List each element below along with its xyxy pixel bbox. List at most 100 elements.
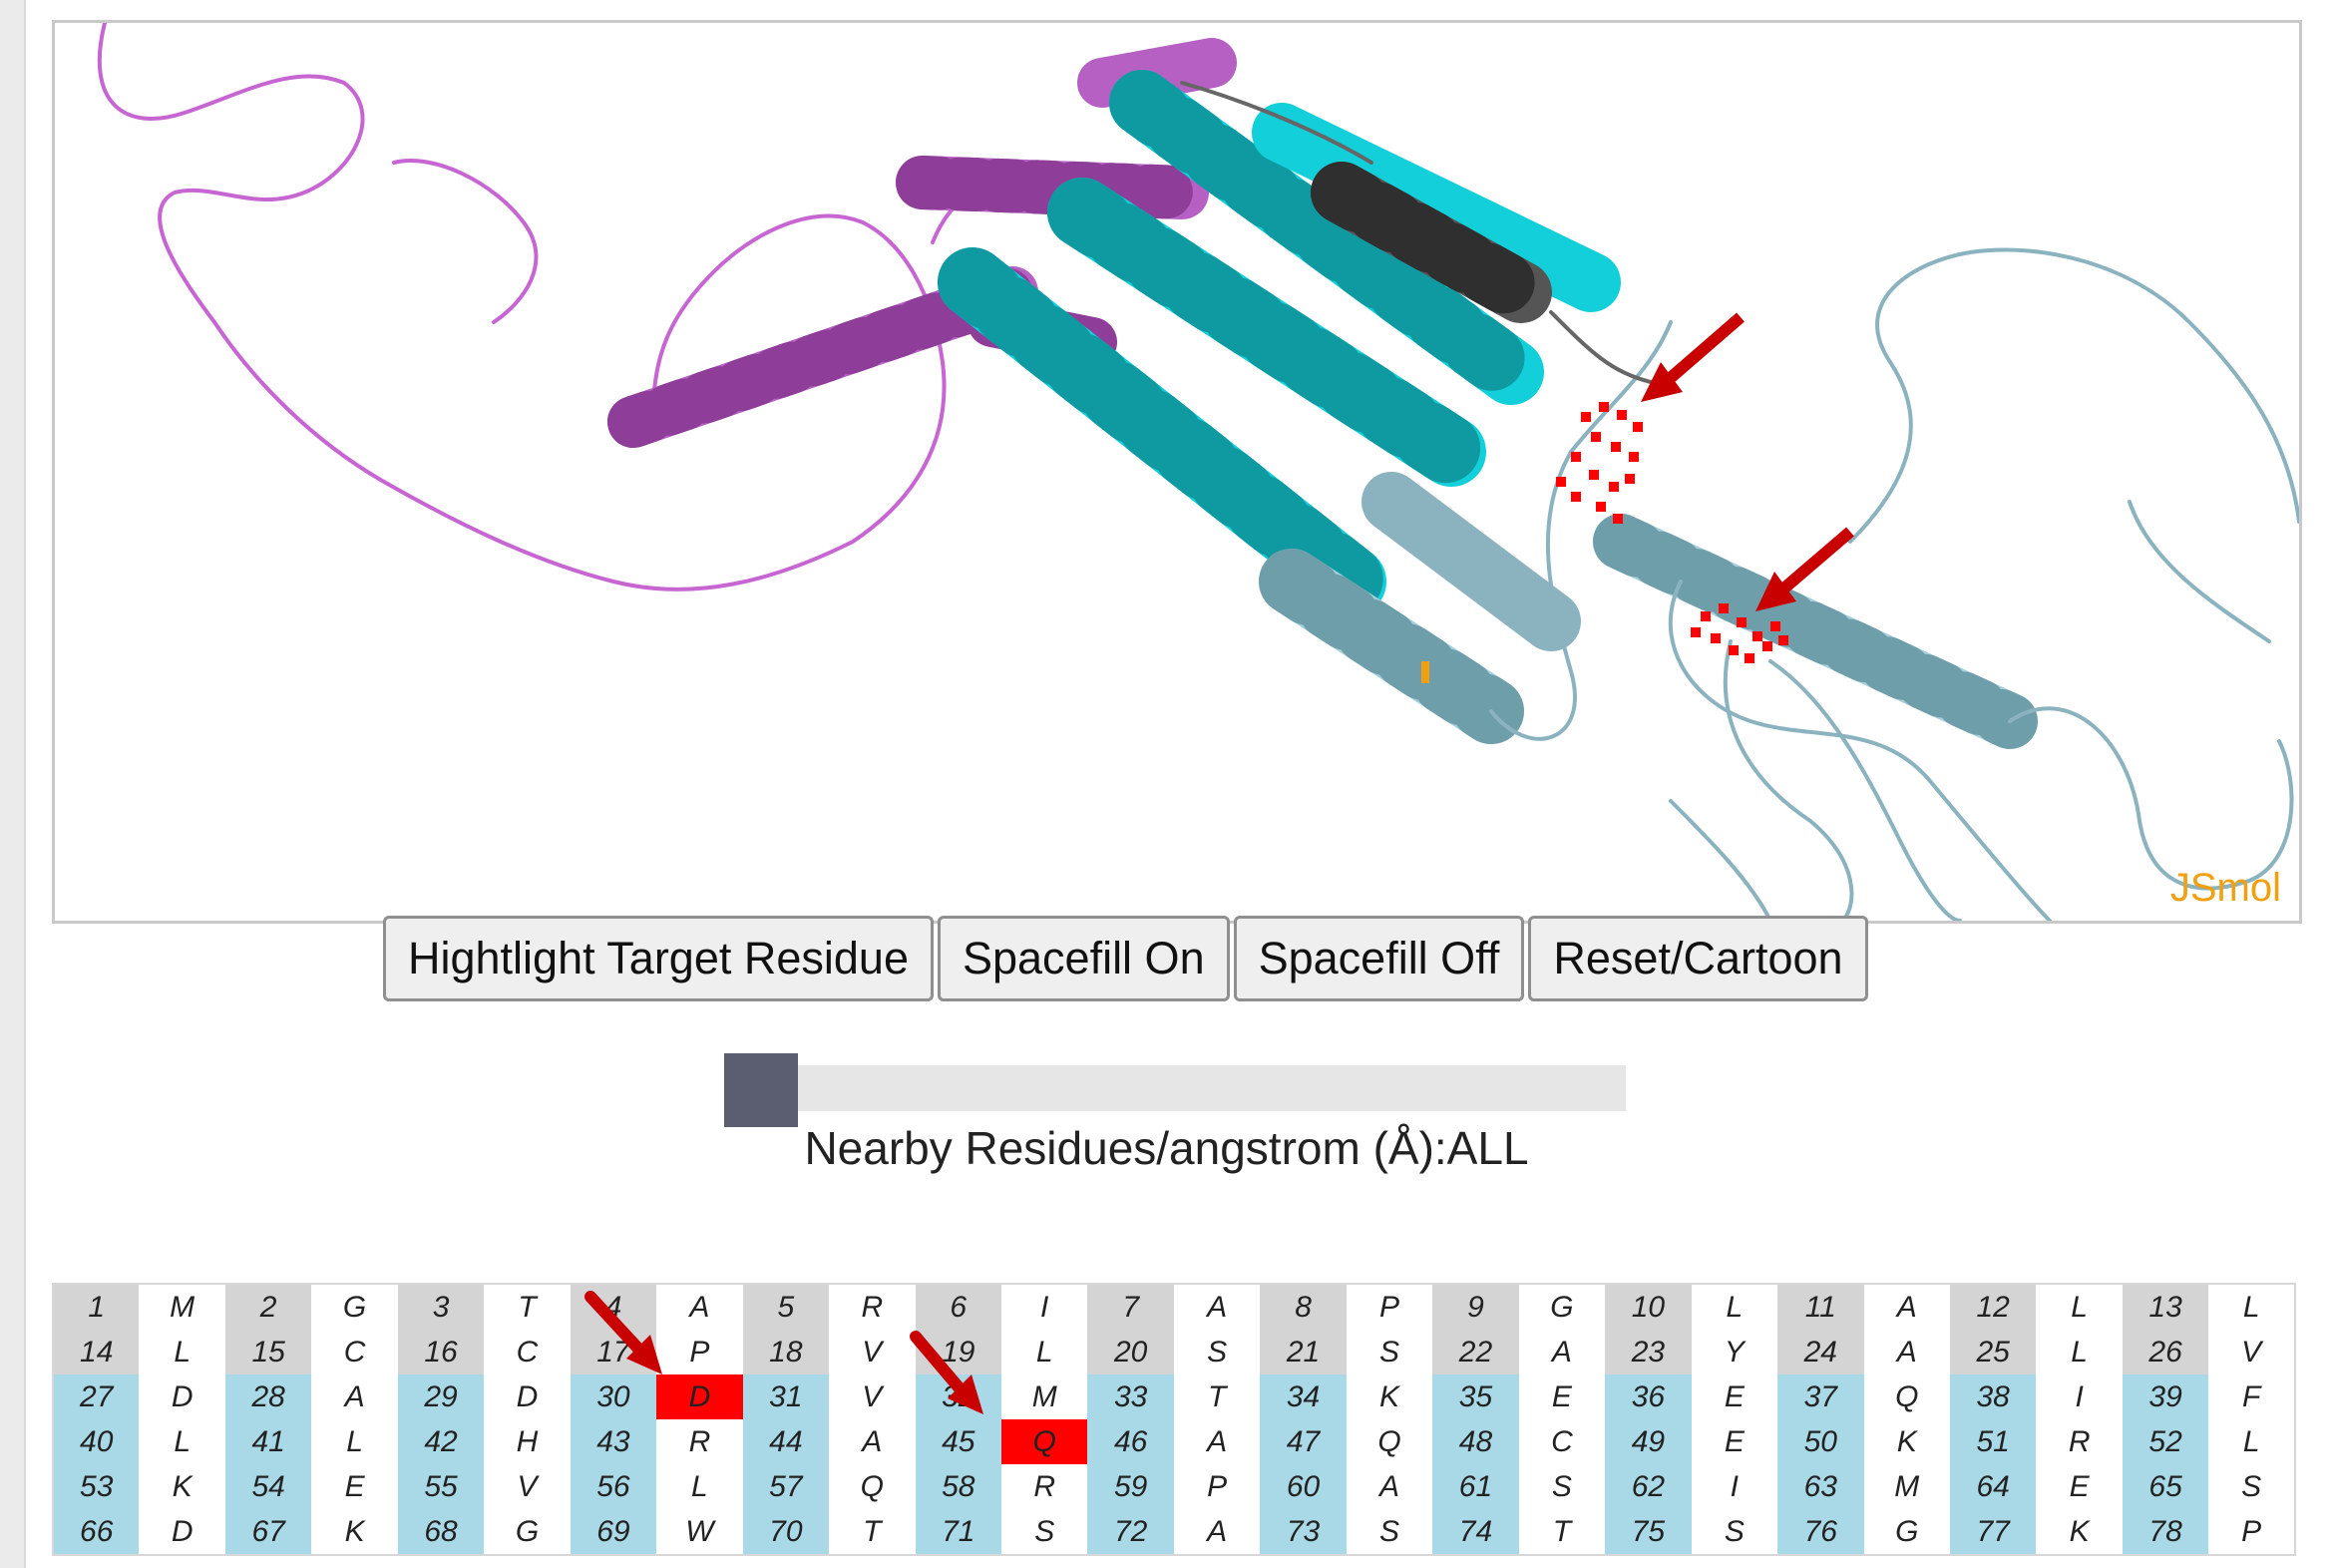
- spacefill-off-button[interactable]: Spacefill Off: [1233, 916, 1525, 1001]
- spacefill-on-button[interactable]: Spacefill On: [937, 916, 1230, 1001]
- residue-letter[interactable]: L: [2036, 1330, 2123, 1374]
- residue-letter[interactable]: V: [2208, 1330, 2295, 1374]
- residue-number: 78: [2122, 1509, 2209, 1555]
- residue-letter[interactable]: Q: [829, 1464, 916, 1509]
- residue-letter[interactable]: D: [484, 1374, 571, 1419]
- chain-c-coil: [2008, 706, 2294, 891]
- residue-number: 7: [1087, 1284, 1174, 1330]
- residue-letter[interactable]: R: [656, 1419, 743, 1464]
- residue-number: 8: [1260, 1284, 1347, 1330]
- residue-letter[interactable]: K: [1863, 1419, 1950, 1464]
- residue-letter[interactable]: A: [656, 1284, 743, 1330]
- residue-letter[interactable]: W: [656, 1509, 743, 1555]
- residue-letter[interactable]: T: [1173, 1374, 1261, 1419]
- residue-letter[interactable]: A: [829, 1419, 916, 1464]
- residue-number: 34: [1260, 1374, 1347, 1419]
- residue-letter[interactable]: A: [1173, 1509, 1261, 1555]
- residue-letter[interactable]: Y: [1691, 1330, 1778, 1374]
- residue-letter[interactable]: S: [2208, 1464, 2295, 1509]
- sequence-row: 66 D 67 K 68 G 69 W 70 T 71 S 72 A 73 S 74 T 75 S 76 G 77 K 78 P: [53, 1509, 2295, 1555]
- residue-letter[interactable]: S: [1346, 1330, 1433, 1374]
- residue-letter[interactable]: L: [139, 1419, 225, 1464]
- highlight-target-residue-button[interactable]: Hightlight Target Residue: [383, 916, 934, 1001]
- residue-letter[interactable]: E: [2036, 1464, 2123, 1509]
- distance-slider[interactable]: [724, 1053, 1626, 1127]
- residue-letter[interactable]: K: [311, 1509, 398, 1555]
- residue-letter[interactable]: L: [2208, 1284, 2295, 1330]
- residue-number: 38: [1949, 1374, 2037, 1419]
- residue-letter[interactable]: C: [484, 1330, 571, 1374]
- residue-letter[interactable]: L: [1000, 1330, 1088, 1374]
- residue-number: 22: [1432, 1330, 1519, 1374]
- residue-letter[interactable]: E: [1518, 1374, 1606, 1419]
- residue-number: 15: [224, 1330, 312, 1374]
- residue-letter[interactable]: I: [2036, 1374, 2123, 1419]
- residue-letter[interactable]: F: [2208, 1374, 2295, 1419]
- residue-letter[interactable]: R: [1000, 1464, 1088, 1509]
- residue-letter[interactable]: G: [1863, 1509, 1950, 1555]
- viewer-controls: Hightlight Target Residue Spacefill On S…: [383, 916, 1868, 1005]
- residue-letter[interactable]: P: [2208, 1509, 2295, 1555]
- residue-letter[interactable]: D: [139, 1374, 225, 1419]
- chain-a-helix: [896, 156, 1209, 219]
- distance-slider-thumb[interactable]: [724, 1053, 798, 1127]
- residue-letter-highlighted[interactable]: Q: [1000, 1419, 1088, 1464]
- residue-letter[interactable]: V: [484, 1464, 571, 1509]
- residue-letter[interactable]: H: [484, 1419, 571, 1464]
- residue-letter[interactable]: E: [1691, 1374, 1778, 1419]
- residue-letter[interactable]: A: [311, 1374, 398, 1419]
- residue-letter[interactable]: K: [1346, 1374, 1433, 1419]
- residue-letter[interactable]: C: [1518, 1419, 1606, 1464]
- residue-letter[interactable]: G: [311, 1284, 398, 1330]
- reset-cartoon-button[interactable]: Reset/Cartoon: [1528, 916, 1868, 1001]
- jsmol-viewer[interactable]: JSmol: [52, 20, 2302, 924]
- residue-letter[interactable]: L: [2036, 1284, 2123, 1330]
- residue-letter[interactable]: M: [1000, 1374, 1088, 1419]
- residue-letter[interactable]: A: [1346, 1464, 1433, 1509]
- residue-letter[interactable]: L: [2208, 1419, 2295, 1464]
- residue-letter[interactable]: S: [1173, 1330, 1261, 1374]
- residue-number: 28: [224, 1374, 312, 1419]
- residue-letter[interactable]: S: [1346, 1509, 1433, 1555]
- residue-letter-highlighted[interactable]: D: [656, 1374, 743, 1419]
- residue-letter[interactable]: M: [1863, 1464, 1950, 1509]
- residue-letter[interactable]: R: [829, 1284, 916, 1330]
- residue-letter[interactable]: L: [656, 1464, 743, 1509]
- residue-letter[interactable]: T: [484, 1284, 571, 1330]
- residue-letter[interactable]: L: [1691, 1284, 1778, 1330]
- residue-letter[interactable]: P: [1346, 1284, 1433, 1330]
- residue-letter[interactable]: G: [1518, 1284, 1606, 1330]
- residue-letter[interactable]: C: [311, 1330, 398, 1374]
- residue-letter[interactable]: V: [829, 1330, 916, 1374]
- residue-letter[interactable]: R: [2036, 1419, 2123, 1464]
- residue-letter[interactable]: G: [484, 1509, 571, 1555]
- residue-letter[interactable]: L: [139, 1330, 225, 1374]
- residue-letter[interactable]: S: [1518, 1464, 1606, 1509]
- residue-letter[interactable]: T: [829, 1509, 916, 1555]
- residue-letter[interactable]: A: [1518, 1330, 1606, 1374]
- residue-letter[interactable]: I: [1000, 1284, 1088, 1330]
- residue-number: 77: [1949, 1509, 2037, 1555]
- residue-letter[interactable]: S: [1000, 1509, 1088, 1555]
- residue-letter[interactable]: K: [2036, 1509, 2123, 1555]
- residue-letter[interactable]: A: [1173, 1419, 1261, 1464]
- residue-letter[interactable]: Q: [1863, 1374, 1950, 1419]
- residue-letter[interactable]: D: [139, 1509, 225, 1555]
- residue-letter[interactable]: S: [1691, 1509, 1778, 1555]
- residue-letter[interactable]: V: [829, 1374, 916, 1419]
- residue-number: 20: [1087, 1330, 1174, 1374]
- residue-letter[interactable]: A: [1863, 1330, 1950, 1374]
- residue-letter[interactable]: P: [1173, 1464, 1261, 1509]
- residue-letter[interactable]: I: [1691, 1464, 1778, 1509]
- residue-letter[interactable]: A: [1173, 1284, 1261, 1330]
- residue-letter[interactable]: P: [656, 1330, 743, 1374]
- residue-letter[interactable]: L: [311, 1419, 398, 1464]
- residue-letter[interactable]: K: [139, 1464, 225, 1509]
- residue-number: 19: [915, 1330, 1001, 1374]
- residue-letter[interactable]: Q: [1346, 1419, 1433, 1464]
- residue-letter[interactable]: M: [139, 1284, 225, 1330]
- residue-letter[interactable]: A: [1863, 1284, 1950, 1330]
- residue-letter[interactable]: E: [311, 1464, 398, 1509]
- residue-letter[interactable]: E: [1691, 1419, 1778, 1464]
- residue-letter[interactable]: T: [1518, 1509, 1606, 1555]
